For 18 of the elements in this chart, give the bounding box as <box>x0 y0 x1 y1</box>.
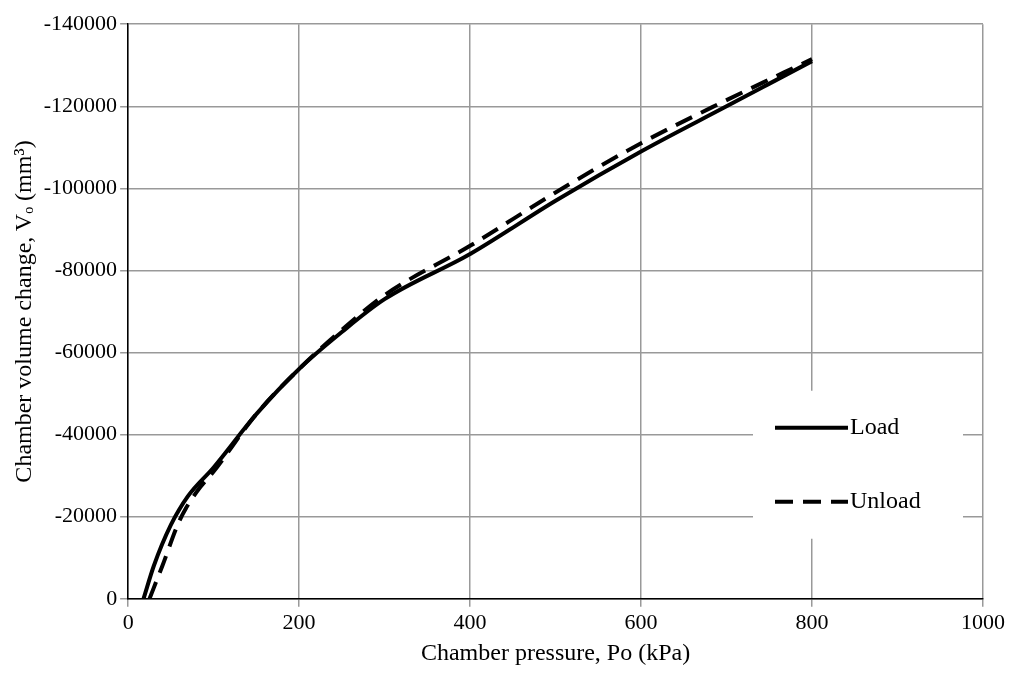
x-tick-label: 200 <box>282 608 316 634</box>
legend-label: Unload <box>850 487 921 514</box>
x-tick-label: 400 <box>453 608 487 634</box>
y-tick-label: -120000 <box>43 92 118 118</box>
y-axis-title: Chamber volume change, Vₒ (mm³) <box>9 140 36 483</box>
y-tick-label: 0 <box>106 584 118 610</box>
x-tick-label: 1000 <box>961 608 1005 634</box>
legend-label: Load <box>850 413 900 440</box>
y-tick-label: -40000 <box>54 420 118 446</box>
y-tick-label: -60000 <box>54 338 118 364</box>
y-tick-label: -20000 <box>54 502 118 528</box>
y-tick-label: -100000 <box>43 174 118 200</box>
x-tick-label: 0 <box>122 608 134 634</box>
x-axis-title: Chamber pressure, Po (kPa) <box>420 638 691 665</box>
x-tick-label: 600 <box>624 608 658 634</box>
y-tick-label: -80000 <box>54 256 118 282</box>
y-tick-label: -140000 <box>43 9 118 35</box>
x-tick-label: 800 <box>795 608 829 634</box>
